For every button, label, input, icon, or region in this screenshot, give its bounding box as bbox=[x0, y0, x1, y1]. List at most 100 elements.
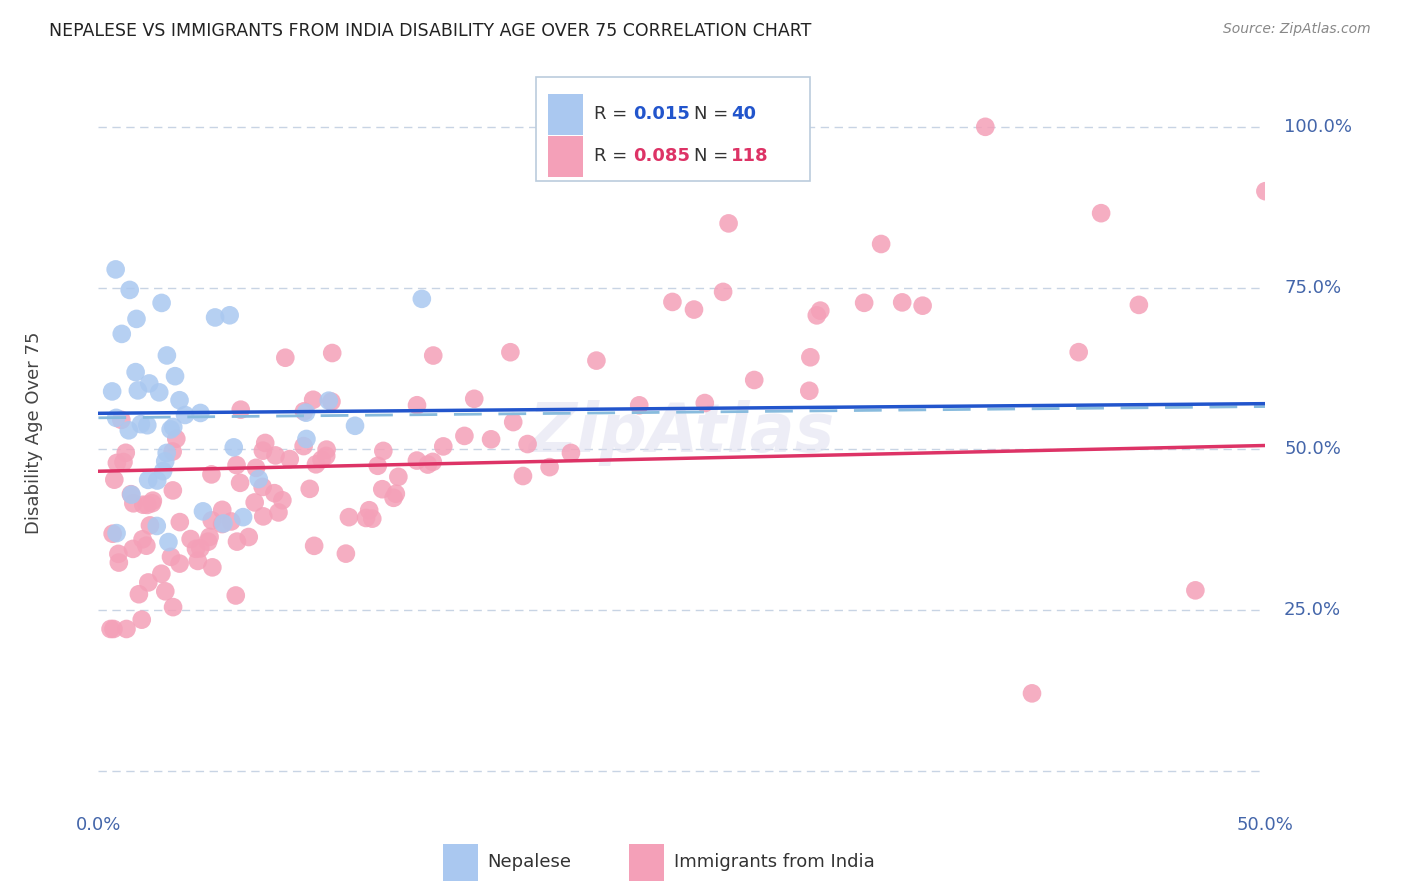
Point bbox=[693, 396, 716, 410]
Point bbox=[717, 216, 740, 230]
Point bbox=[512, 469, 534, 483]
Point bbox=[422, 349, 444, 363]
Text: NEPALESE VS IMMIGRANTS FROM INDIA DISABILITY AGE OVER 75 CORRELATION CHART: NEPALESE VS IMMIGRANTS FROM INDIA DISABI… bbox=[49, 22, 811, 40]
Text: 100.0%: 100.0% bbox=[1284, 118, 1353, 136]
Point bbox=[853, 295, 876, 310]
Point bbox=[124, 365, 146, 379]
Point bbox=[225, 589, 247, 603]
Point bbox=[155, 454, 177, 468]
Bar bbox=[443, 844, 478, 880]
Point bbox=[226, 534, 249, 549]
Point bbox=[131, 533, 153, 547]
Text: 50.0%: 50.0% bbox=[1237, 815, 1294, 834]
Point bbox=[165, 432, 187, 446]
Point bbox=[560, 446, 582, 460]
Point bbox=[292, 404, 315, 418]
Point bbox=[238, 530, 260, 544]
Point bbox=[150, 566, 173, 581]
Text: N =: N = bbox=[693, 147, 734, 165]
Point bbox=[128, 587, 150, 601]
Point bbox=[122, 541, 145, 556]
Bar bbox=[548, 136, 582, 178]
Point bbox=[131, 613, 153, 627]
Point bbox=[382, 491, 405, 505]
Point bbox=[197, 534, 219, 549]
Text: 0.0%: 0.0% bbox=[76, 815, 121, 834]
Point bbox=[411, 292, 433, 306]
Point bbox=[252, 443, 274, 458]
Point bbox=[162, 600, 184, 615]
Point bbox=[103, 622, 125, 636]
Point bbox=[136, 498, 159, 512]
Point bbox=[247, 472, 270, 486]
Point bbox=[344, 418, 367, 433]
Point bbox=[479, 433, 502, 447]
Point bbox=[218, 308, 240, 322]
Point bbox=[271, 493, 294, 508]
Point bbox=[367, 458, 389, 473]
Point bbox=[112, 455, 135, 469]
Point bbox=[146, 519, 169, 533]
Point bbox=[122, 496, 145, 510]
Point bbox=[406, 453, 429, 467]
Point bbox=[298, 482, 321, 496]
Point bbox=[806, 309, 828, 323]
FancyBboxPatch shape bbox=[536, 78, 810, 181]
Point bbox=[422, 455, 444, 469]
Point bbox=[211, 503, 233, 517]
Point bbox=[463, 392, 485, 406]
Point bbox=[252, 509, 274, 524]
Point bbox=[385, 487, 408, 501]
Point bbox=[278, 452, 301, 467]
Point bbox=[335, 547, 357, 561]
Text: Nepalese: Nepalese bbox=[486, 853, 571, 871]
Point bbox=[101, 526, 124, 541]
Point bbox=[136, 418, 159, 433]
Point bbox=[315, 449, 337, 463]
Point bbox=[321, 394, 343, 409]
Point bbox=[742, 373, 765, 387]
Point bbox=[188, 541, 211, 556]
Point bbox=[318, 393, 340, 408]
Text: ZipAtlas: ZipAtlas bbox=[529, 400, 835, 466]
Point bbox=[245, 460, 267, 475]
Point bbox=[1090, 206, 1112, 220]
Point bbox=[432, 439, 454, 453]
Point bbox=[254, 436, 277, 450]
Point bbox=[162, 420, 184, 434]
Point bbox=[373, 443, 395, 458]
Point bbox=[150, 296, 173, 310]
Text: 75.0%: 75.0% bbox=[1284, 279, 1341, 297]
Point bbox=[799, 351, 821, 365]
Text: 40: 40 bbox=[731, 105, 756, 123]
Bar bbox=[630, 844, 665, 880]
Point bbox=[225, 458, 247, 472]
Point bbox=[1254, 184, 1277, 198]
Point bbox=[198, 530, 221, 544]
Point bbox=[120, 487, 142, 501]
Point bbox=[711, 285, 734, 299]
Point bbox=[125, 312, 148, 326]
Point bbox=[211, 517, 233, 532]
Point bbox=[142, 493, 165, 508]
Bar bbox=[548, 95, 582, 135]
Point bbox=[585, 353, 607, 368]
Point bbox=[264, 449, 287, 463]
Point bbox=[100, 622, 122, 636]
Point bbox=[212, 516, 235, 531]
Point bbox=[169, 557, 191, 571]
Text: R =: R = bbox=[595, 105, 633, 123]
Point bbox=[219, 515, 242, 529]
Point bbox=[169, 515, 191, 529]
Point bbox=[354, 511, 377, 525]
Point bbox=[628, 398, 651, 412]
Point bbox=[103, 473, 125, 487]
Point bbox=[311, 452, 333, 467]
Point bbox=[1067, 345, 1090, 359]
Point bbox=[135, 539, 157, 553]
Point bbox=[1128, 298, 1150, 312]
Point bbox=[1184, 583, 1206, 598]
Point bbox=[891, 295, 914, 310]
Point bbox=[114, 446, 136, 460]
Point bbox=[337, 510, 360, 524]
